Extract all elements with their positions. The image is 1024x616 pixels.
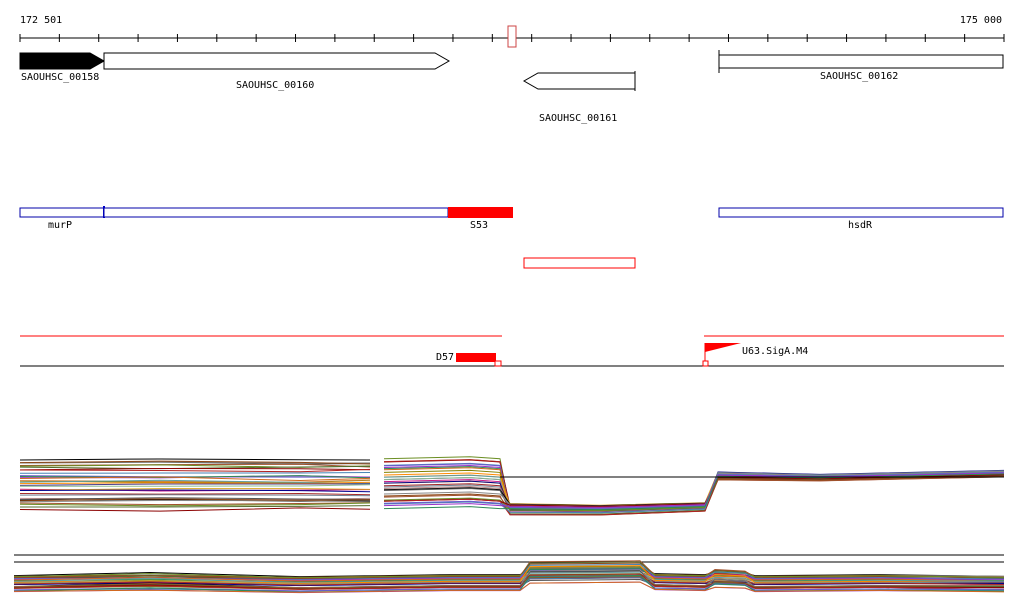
position-marker[interactable] — [507, 25, 517, 48]
feature-label-murp: murP — [48, 220, 72, 231]
gene-box-saouhsc-00162[interactable] — [718, 54, 1004, 69]
annotation-mark-d57 — [494, 360, 502, 367]
expression-profile-line — [19, 494, 371, 497]
expression-profile-line — [19, 497, 371, 500]
expression-profile-line — [19, 460, 371, 465]
gene-label-saouhsc-00162: SAOUHSC_00162 — [820, 71, 898, 82]
annotation-label-u63: U63.SigA.M4 — [742, 346, 808, 357]
expression-profile-line — [19, 476, 371, 482]
feature-box-antisense[interactable] — [523, 257, 636, 269]
feature-track: murP S53 hsdR — [19, 206, 1004, 269]
annotation-flag-u63[interactable] — [705, 343, 741, 352]
feature-label-s53: S53 — [470, 220, 488, 231]
expression-profile-line — [383, 470, 1005, 510]
feature-box-murp[interactable] — [19, 207, 105, 218]
expression-profile-line — [19, 472, 371, 474]
expression-profile-line — [383, 472, 1005, 508]
feature-box-mid[interactable] — [103, 207, 449, 218]
expression-profile-line — [13, 581, 1005, 593]
gene-label-saouhsc-00160: SAOUHSC_00160 — [236, 80, 314, 91]
ruler-end-label: 175 000 — [960, 15, 1002, 26]
gene-track: SAOUHSC_00158 SAOUHSC_00160 SAOUHSC_0016… — [19, 50, 1004, 124]
expression-profile-line — [19, 489, 371, 493]
expression-profile-line — [19, 483, 371, 486]
expression-profile-line — [19, 507, 371, 512]
expression-profile-line — [13, 567, 1005, 579]
expression-profile-line — [19, 484, 371, 487]
expression-profile-line — [19, 467, 371, 471]
expression-profile-line — [19, 499, 371, 503]
gene-label-saouhsc-00161: SAOUHSC_00161 — [539, 113, 617, 124]
expression-profile-line — [13, 571, 1005, 582]
ruler-start-label: 172 501 — [20, 15, 62, 26]
annotation-label-d57: D57 — [436, 352, 454, 363]
expression-profile-line — [19, 493, 371, 496]
expression-profile-line — [19, 465, 371, 470]
expression-profile-line — [19, 502, 371, 507]
expression-profile-line — [13, 563, 1005, 580]
gene-arrow-saouhsc-00160[interactable] — [103, 52, 451, 70]
expression-profile-line — [19, 505, 371, 508]
expression-profile-line — [13, 565, 1005, 584]
expression-profile-line — [19, 502, 371, 506]
expression-profile-line — [19, 481, 371, 485]
gene-arrow-saouhsc-00158[interactable] — [19, 52, 106, 70]
gene-arrow-saouhsc-00161[interactable] — [522, 72, 636, 90]
expression-track-2 — [13, 554, 1005, 594]
expression-profile-line — [19, 488, 371, 491]
feature-box-hsdr[interactable] — [718, 207, 1004, 218]
ruler-ticks — [19, 34, 1005, 42]
expression-track-2-profiles — [13, 560, 1005, 594]
annotation-mark-u63 — [702, 360, 709, 367]
expression-profile-line — [19, 458, 371, 461]
expression-profile-line — [19, 475, 371, 479]
feature-box-s53[interactable] — [448, 207, 513, 218]
annotation-track: D57 U63.SigA.M4 — [20, 335, 1004, 367]
ruler-track: 172 501 175 000 — [19, 15, 1005, 48]
feature-label-hsdr: hsdR — [848, 220, 873, 231]
expression-track-1 — [19, 456, 1005, 516]
annotation-box-d57[interactable] — [456, 353, 496, 362]
gene-label-saouhsc-00158: SAOUHSC_00158 — [21, 72, 99, 83]
expression-profile-line — [383, 471, 1005, 514]
expression-profile-line — [19, 468, 371, 473]
expression-profile-line — [19, 498, 371, 502]
